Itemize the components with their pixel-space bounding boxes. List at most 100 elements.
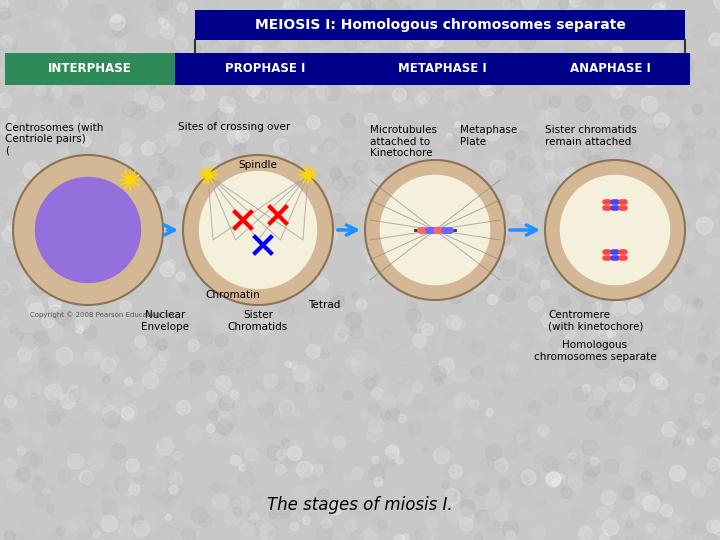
Point bbox=[211, 153, 222, 162]
Point bbox=[567, 129, 579, 137]
Point bbox=[343, 179, 354, 187]
Point bbox=[105, 273, 117, 281]
Point bbox=[536, 120, 548, 129]
Point bbox=[692, 131, 703, 139]
Point bbox=[59, 150, 71, 158]
Point bbox=[251, 490, 262, 499]
Point bbox=[397, 89, 408, 97]
Point bbox=[170, 370, 181, 379]
Point bbox=[158, 0, 170, 6]
Point bbox=[197, 325, 209, 333]
Point bbox=[227, 93, 238, 102]
Point bbox=[423, 281, 435, 289]
Point bbox=[428, 175, 440, 184]
Point bbox=[19, 221, 31, 230]
Point bbox=[152, 9, 163, 17]
Point bbox=[240, 293, 251, 302]
Point bbox=[507, 6, 518, 15]
Point bbox=[444, 329, 456, 338]
Point bbox=[695, 533, 706, 540]
Point bbox=[32, 332, 43, 340]
Point bbox=[135, 146, 146, 154]
Point bbox=[0, 417, 12, 426]
Point bbox=[366, 361, 377, 370]
Point bbox=[486, 295, 498, 303]
Point bbox=[428, 253, 440, 261]
Point bbox=[233, 178, 245, 186]
Point bbox=[12, 401, 24, 410]
Point bbox=[206, 295, 217, 303]
Point bbox=[516, 341, 528, 350]
Point bbox=[395, 127, 406, 136]
Point bbox=[187, 341, 199, 349]
Point bbox=[228, 165, 240, 174]
Point bbox=[611, 180, 622, 188]
Point bbox=[631, 297, 642, 306]
Point bbox=[606, 462, 617, 470]
Point bbox=[714, 441, 720, 450]
Point bbox=[266, 247, 278, 256]
Point bbox=[587, 254, 598, 262]
Point bbox=[700, 181, 711, 190]
Point bbox=[279, 143, 290, 151]
Point bbox=[6, 259, 18, 268]
Point bbox=[111, 14, 122, 23]
Point bbox=[0, 42, 6, 50]
Point bbox=[621, 150, 633, 159]
Point bbox=[0, 96, 10, 104]
Point bbox=[445, 495, 456, 504]
Point bbox=[100, 375, 112, 383]
Point bbox=[652, 227, 663, 235]
Point bbox=[120, 151, 131, 160]
Point bbox=[493, 463, 505, 472]
Point bbox=[233, 265, 245, 274]
Point bbox=[219, 320, 230, 329]
Point bbox=[45, 505, 56, 514]
Point bbox=[487, 448, 499, 456]
Point bbox=[402, 130, 413, 139]
Point bbox=[556, 472, 567, 481]
Point bbox=[454, 268, 465, 276]
Point bbox=[580, 329, 592, 338]
Point bbox=[656, 441, 667, 449]
Point bbox=[567, 441, 579, 450]
Point bbox=[63, 523, 75, 531]
Point bbox=[109, 354, 121, 363]
Point bbox=[529, 145, 541, 154]
Point bbox=[300, 380, 311, 389]
Point bbox=[681, 68, 693, 77]
Point bbox=[210, 280, 222, 288]
Point bbox=[557, 366, 569, 375]
Point bbox=[179, 102, 191, 110]
Point bbox=[714, 359, 720, 368]
Point bbox=[170, 14, 181, 22]
Point bbox=[282, 359, 294, 368]
Point bbox=[557, 0, 569, 8]
Point bbox=[153, 450, 165, 459]
Point bbox=[141, 255, 153, 264]
Point bbox=[338, 148, 349, 157]
Point bbox=[359, 193, 370, 202]
Point bbox=[543, 216, 554, 225]
Point bbox=[516, 433, 527, 442]
Point bbox=[251, 527, 262, 536]
Point bbox=[96, 266, 108, 275]
Point bbox=[545, 392, 557, 401]
Point bbox=[502, 135, 513, 144]
Point bbox=[371, 389, 382, 397]
Point bbox=[657, 220, 669, 229]
Point bbox=[412, 233, 423, 242]
Point bbox=[25, 194, 37, 202]
Point bbox=[431, 213, 442, 221]
Point bbox=[12, 534, 24, 540]
Point bbox=[156, 16, 167, 24]
Point bbox=[438, 6, 450, 15]
Point bbox=[451, 105, 463, 113]
Point bbox=[633, 395, 644, 403]
Point bbox=[711, 103, 720, 112]
Point bbox=[653, 124, 665, 133]
Point bbox=[156, 92, 167, 100]
Point bbox=[529, 205, 541, 214]
Point bbox=[472, 533, 484, 540]
Point bbox=[666, 225, 678, 233]
